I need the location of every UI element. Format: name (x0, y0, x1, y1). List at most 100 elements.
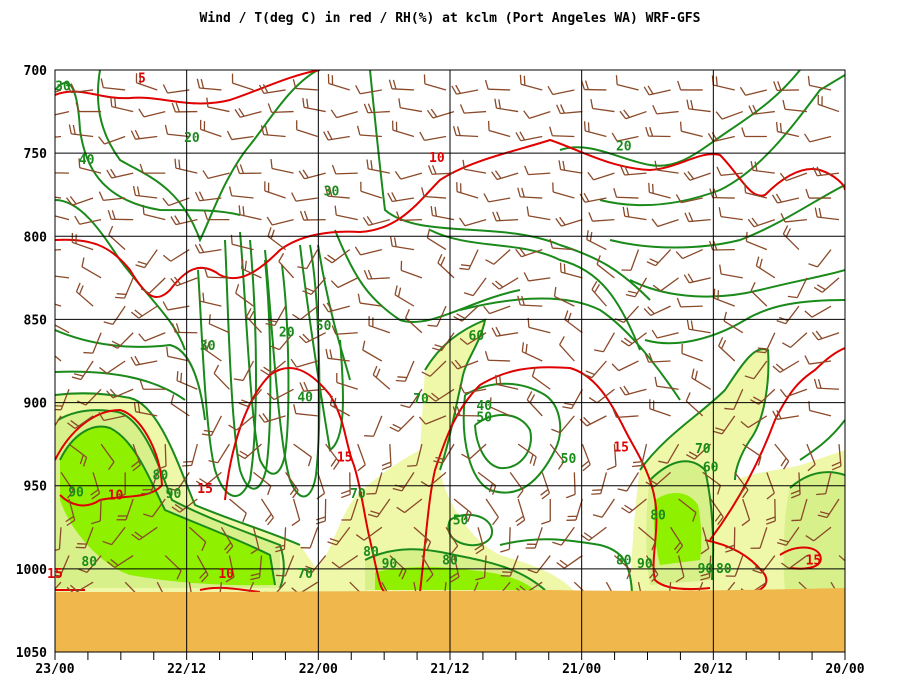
wind-barb-feather (712, 240, 718, 251)
wind-barb-feather (700, 547, 710, 555)
rh-contour-label: 80 (716, 562, 732, 577)
wind-barb-feather (654, 376, 658, 387)
wind-barb-staff (616, 135, 639, 142)
rh-contour-line (639, 348, 770, 481)
wind-barb-staff (616, 84, 639, 91)
wind-barb-staff (55, 355, 62, 362)
x-tick-label: 20/12 (694, 662, 733, 677)
wind-barb-feather (772, 365, 781, 373)
wind-barb-feather (644, 353, 650, 363)
temperature-contour-label: 10 (429, 151, 445, 166)
wind-barb-feather (79, 454, 84, 465)
wind-barb-feather (316, 516, 326, 521)
wind-barb-staff (207, 172, 230, 180)
wind-barb-staff (231, 243, 254, 251)
wind-barb-feather (134, 129, 140, 139)
wind-barb-feather (298, 335, 307, 344)
wind-barb-feather (517, 489, 524, 499)
wind-barb-feather (624, 504, 633, 511)
wind-barb-feather (532, 456, 537, 467)
wind-barb-feather (492, 516, 499, 526)
wind-barb-staff (103, 87, 126, 91)
wind-barb-staff (657, 332, 679, 339)
wind-barb-feather (651, 573, 659, 583)
wind-barb-feather (98, 136, 106, 145)
wind-barb-feather (516, 519, 525, 527)
wind-barb-staff (528, 172, 551, 176)
wind-barb-feather (529, 454, 534, 464)
wind-barb-feather (483, 193, 490, 203)
wind-barb-feather (370, 510, 380, 515)
wind-barb-feather (331, 164, 337, 175)
wind-barb-feather (423, 538, 429, 549)
wind-barb-staff (103, 415, 126, 422)
wind-barb-feather (164, 124, 169, 135)
y-tick-label: 950 (24, 480, 48, 495)
wind-barb-feather (131, 460, 140, 468)
wind-barb-feather (565, 493, 576, 499)
wind-barb-staff (103, 197, 126, 201)
wind-barb-staff (424, 83, 447, 91)
wind-barb-feather (340, 489, 351, 495)
wind-barb-staff (601, 498, 615, 518)
wind-barb-feather (397, 376, 407, 379)
temperature-contour-line (419, 366, 711, 593)
wind-barb-feather (65, 197, 73, 206)
wind-barb-feather (362, 340, 366, 351)
wind-barb-feather (130, 356, 137, 366)
wind-barb-staff (554, 295, 575, 307)
wind-barb-staff (733, 389, 744, 410)
wind-barb-feather (357, 464, 366, 472)
wind-barb-feather (685, 454, 695, 460)
wind-barb-feather (106, 561, 116, 569)
wind-barb-staff (357, 443, 366, 466)
wind-barb-feather (779, 388, 787, 398)
wind-barb-feather (142, 204, 145, 215)
wind-barb-staff (58, 527, 62, 550)
wind-barb-staff (148, 277, 166, 294)
wind-barb-feather (816, 284, 826, 291)
wind-barb-feather (137, 402, 141, 413)
wind-barb-staff (838, 555, 845, 562)
wind-barb-feather (77, 568, 88, 574)
rh-contour-line (629, 269, 845, 298)
wind-barb-feather (750, 399, 760, 405)
wind-barb-feather (559, 262, 562, 273)
rh-90-fill-region (375, 566, 535, 590)
wind-barb-staff (483, 555, 487, 578)
wind-barb-staff (745, 89, 767, 96)
wind-barb-staff (79, 219, 102, 225)
wind-barb-feather (551, 428, 561, 434)
wind-barb-staff (252, 527, 260, 549)
wind-barb-feather (55, 570, 63, 573)
wind-barb-staff (112, 305, 126, 325)
wind-barb-feather (449, 572, 459, 579)
rh-contour-label: 90 (637, 557, 653, 572)
wind-barb-feather (83, 351, 93, 354)
rh-contour-label: 20 (184, 131, 200, 146)
wind-barb-feather (316, 520, 326, 525)
rh-contour-label: 80 (81, 555, 97, 570)
wind-barb-feather (690, 99, 694, 110)
wind-barb-feather (330, 458, 338, 467)
wind-barb-staff (359, 134, 382, 138)
wind-barb-staff (811, 305, 832, 318)
wind-barb-feather (198, 191, 205, 201)
wind-barb-feather (430, 108, 438, 118)
rh-contour-label: 30 (55, 80, 71, 95)
wind-barb-feather (364, 435, 374, 437)
rh-contour-label: 80 (442, 554, 458, 569)
wind-barb-feather (236, 453, 246, 460)
wind-barb-staff (55, 215, 70, 221)
wind-barb-feather (562, 160, 566, 171)
wind-barb-feather (645, 126, 650, 137)
wind-barb-feather (584, 80, 590, 90)
rh-contour-line (429, 229, 641, 351)
wind-barb-feather (109, 388, 118, 397)
wind-barb-feather (427, 324, 438, 327)
wind-barb-staff (630, 249, 640, 271)
wind-barb-feather (174, 158, 177, 169)
wind-barb-feather (260, 125, 265, 135)
wind-barb-feather (782, 99, 786, 110)
